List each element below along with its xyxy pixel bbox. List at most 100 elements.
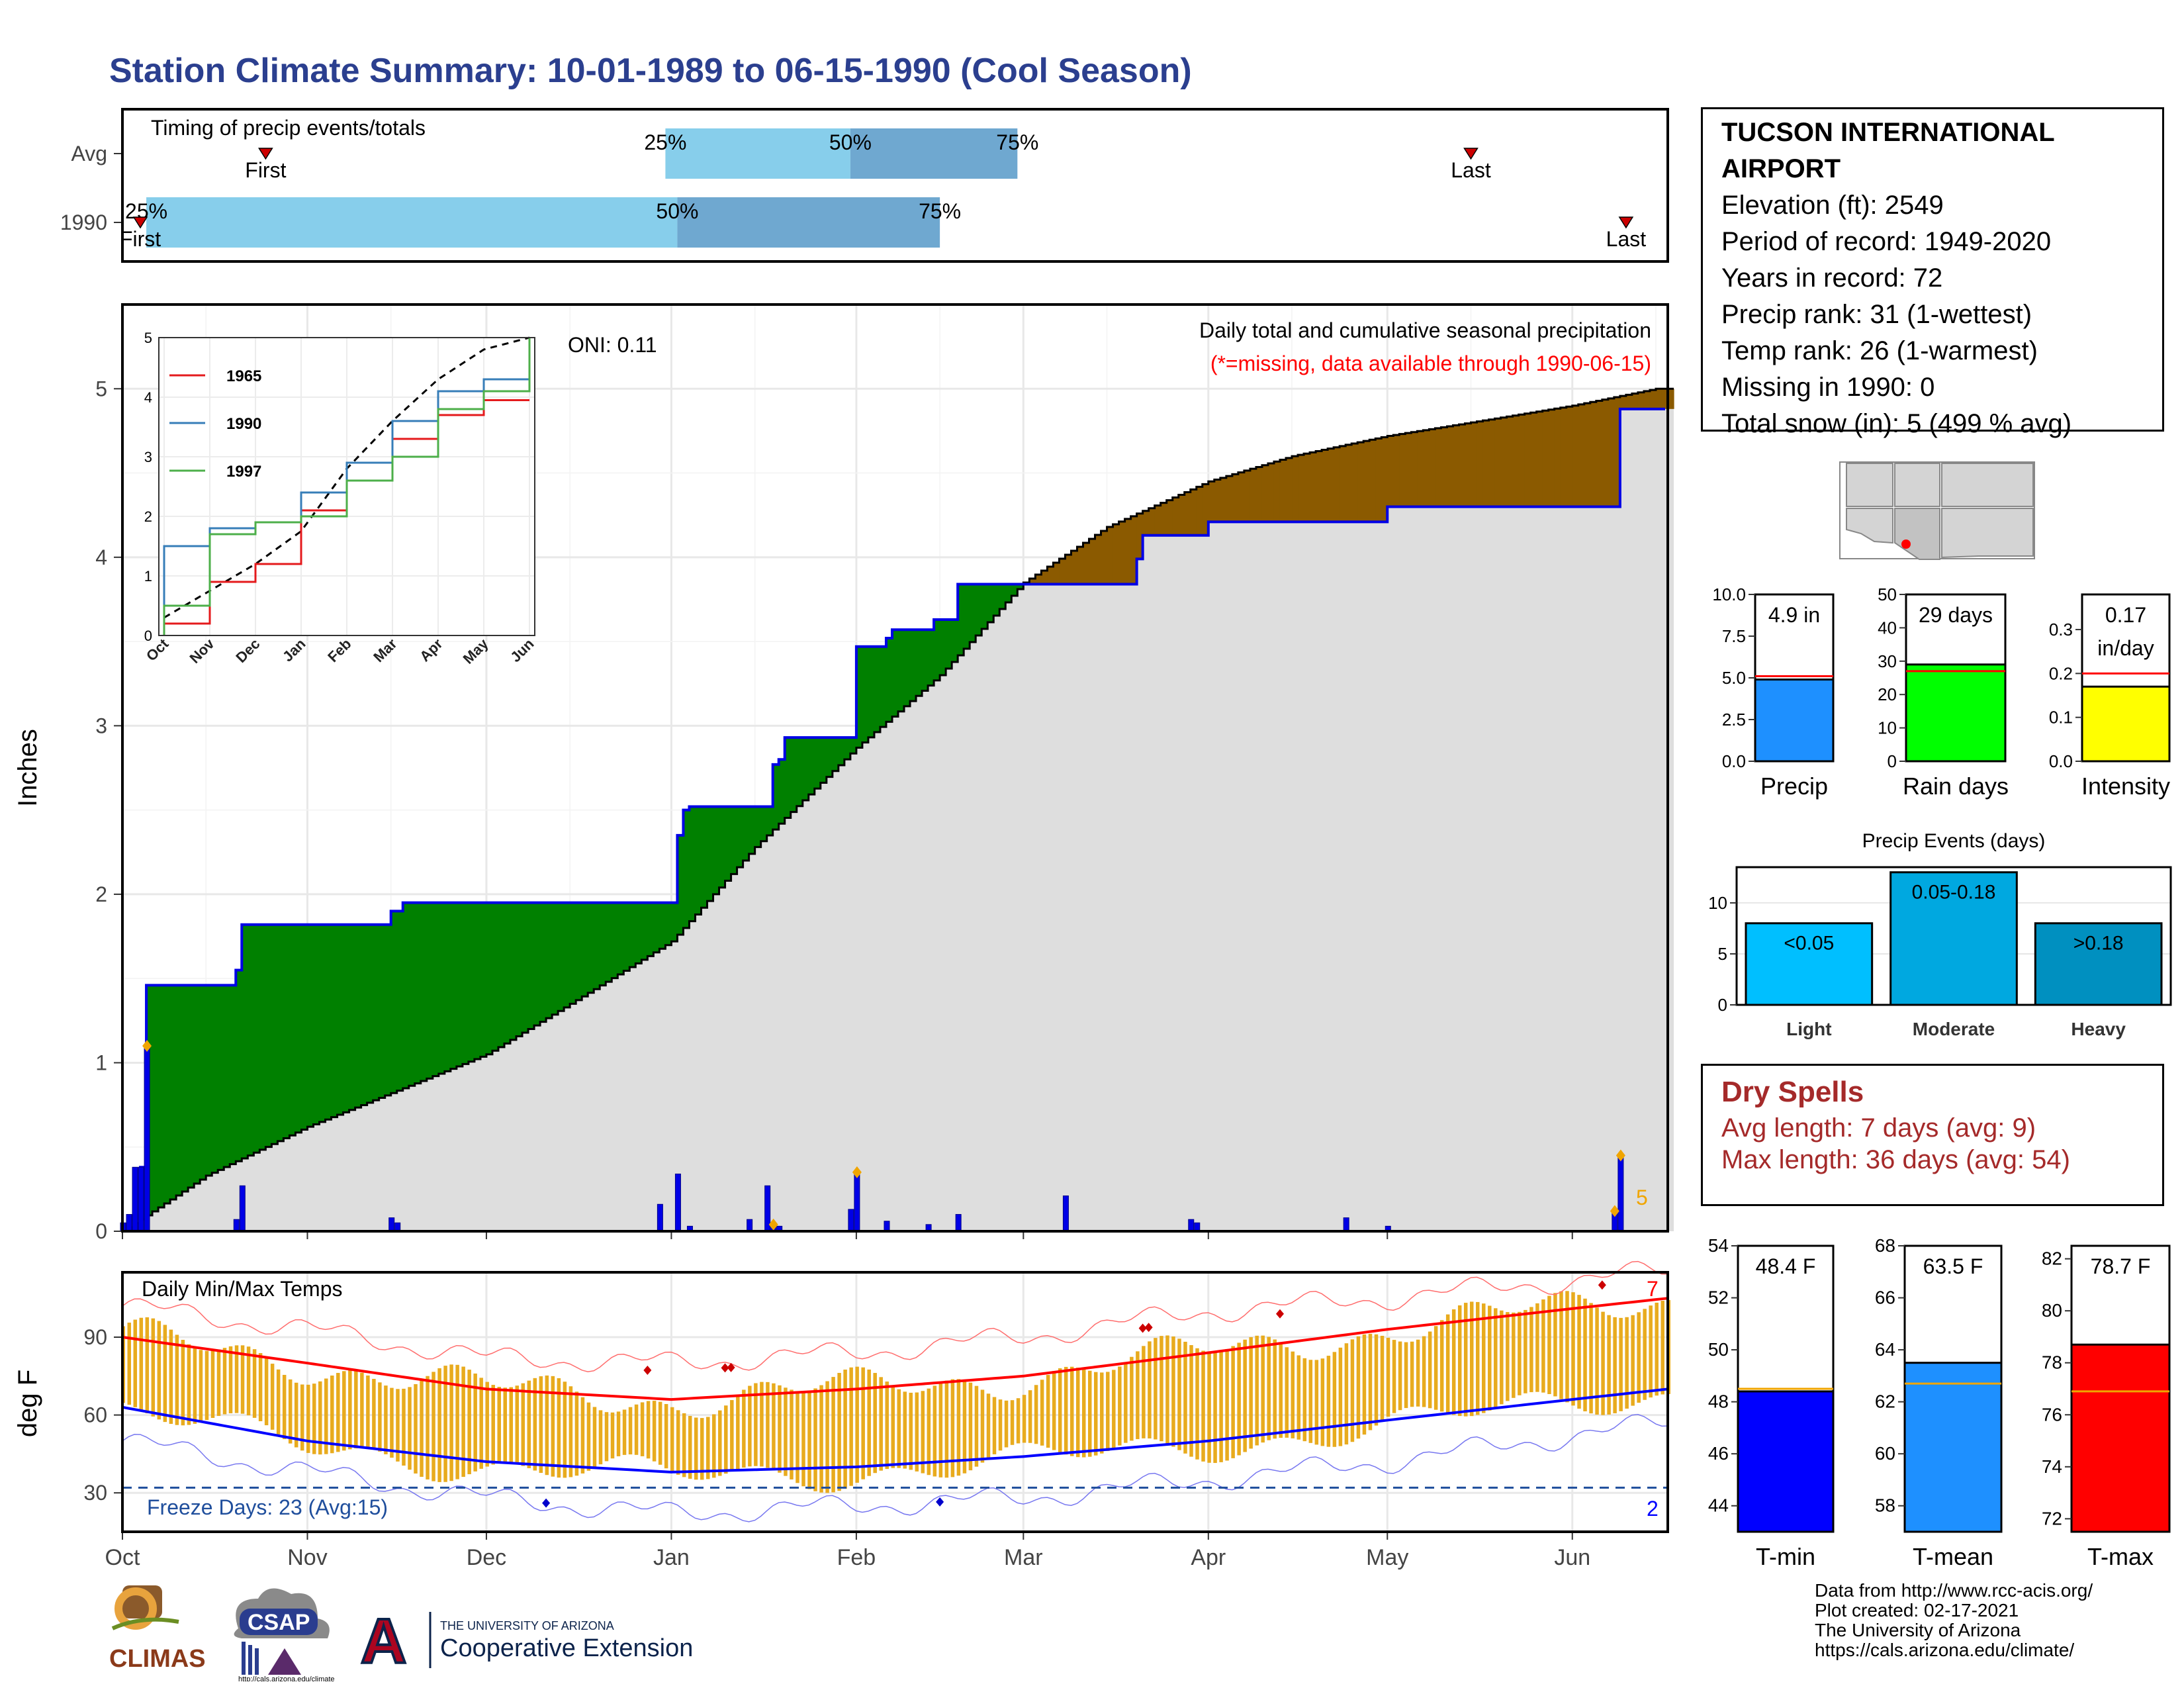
daily-temp-range-bar [1094,1372,1098,1456]
deficit-strip [1417,431,1424,507]
deficit-strip [1602,399,1609,507]
precip-ytick-label: 1 [95,1051,107,1074]
daily-temp-range-bar [1148,1341,1152,1439]
daily-temp-range-bar [580,1397,585,1474]
surplus-strip [301,924,308,1130]
daily-temp-range-bar [473,1373,477,1472]
events-bar-label: 0.05-0.18 [1912,882,1996,904]
daily-temp-range-bar [837,1372,841,1491]
events-bar [2034,922,2163,1006]
mini-chart-ytick-label: 66 [1875,1288,1895,1308]
surplus-strip [993,584,1000,616]
daily-temp-range-bar [1118,1366,1122,1446]
daily-temp-range-bar [360,1372,364,1448]
ua-extension: Cooperative Extension [440,1634,693,1662]
surplus-strip [450,902,457,1069]
daily-temp-range-bar [790,1389,794,1479]
daily-temp-range-bar [497,1387,501,1464]
mini-chart-ytick-label: 78 [2042,1352,2062,1373]
surplus-strip [546,902,553,1019]
surplus-strip [164,985,171,1203]
surplus-strip [504,902,511,1044]
daily-temp-range-bar [1297,1355,1301,1440]
precip-ylabel: Inches [13,729,42,807]
daily-precip-bar [132,1166,138,1232]
daily-temp-range-bar [1213,1352,1217,1464]
university-of-arizona-logo[interactable]: A THE UNIVERSITY OF ARIZONA Cooperative … [359,1605,693,1678]
daily-temp-range-bar [1649,1305,1653,1398]
record-high-marker [1275,1309,1284,1319]
daily-temp-range-bar [718,1410,722,1476]
timing-label-25: 25% [125,199,167,223]
surplus-strip [367,924,374,1103]
deficit-strip [1250,469,1257,522]
surplus-strip [695,806,702,915]
daily-temp-range-bar [1476,1301,1480,1415]
timing-last-marker [1618,216,1634,229]
deficit-strip [1369,440,1376,522]
mini-chart-ytick-label: 46 [1708,1443,1729,1464]
csap-logo[interactable]: CSAP http://cals.arizona.edu/climate [234,1588,335,1681]
inset-xtick-label: Mar [370,635,400,666]
daily-temp-range-bar [1195,1348,1199,1460]
daily-temp-range-bar [1189,1345,1193,1457]
surplus-strip [659,902,666,949]
deficit-strip [1172,497,1179,536]
surplus-strip [414,902,422,1084]
daily-temp-range-bar [849,1367,853,1486]
daily-temp-range-bar [1506,1312,1510,1401]
surplus-strip [904,630,911,706]
deficit-strip [1488,419,1496,507]
deficit-strip [1286,457,1293,522]
deficit-strip [1405,433,1412,507]
snow-total-label: 5 [1636,1186,1648,1209]
station-elevation: Elevation (ft): 2549 [1721,191,1944,220]
surplus-strip [558,902,565,1011]
daily-temp-range-bar [796,1391,799,1483]
daily-temp-range-bar [1368,1333,1373,1430]
temp-ytick-label: 30 [83,1481,107,1505]
daily-temp-range-bar [240,1345,245,1414]
precip-annotation: Daily total and cumulative seasonal prec… [1199,318,1651,342]
station-precip-rank: Precip rank: 31 (1-wettest) [1721,300,2032,329]
temp-xtick-label: Jan [653,1545,690,1570]
deficit-strip [1298,455,1304,522]
mini-chart-precip: 0.0 2.5 5.0 7.5 10.0 4.9 in Precip [1712,585,1835,800]
events-category-label: Moderate [1913,1019,1995,1039]
inset-series-1997 [163,338,531,635]
credit-university: The University of Arizona [1815,1620,2021,1640]
mini-chart-ytick-label: 60 [1875,1443,1895,1464]
surplus-strip [510,902,517,1040]
daily-temp-range-bar [992,1397,997,1454]
daily-temp-range-bar [1046,1375,1050,1448]
temp-xtick-label: Jun [1554,1545,1590,1570]
mini-chart-t-min: 44 46 48 50 52 54 48.4 F T-min [1708,1235,1835,1570]
daily-temp-range-bar [151,1318,156,1417]
daily-temp-range-bar [1404,1342,1408,1409]
daily-temp-range-bar [1457,1305,1462,1417]
timing-label-50: 50% [829,130,872,154]
mini-chart-ytick-label: 48 [1708,1391,1729,1412]
surplus-strip [677,835,684,935]
surplus-strip [343,924,350,1113]
mini-chart-bar [2070,1343,2171,1533]
inset-ytick-label: 0 [144,628,152,644]
daily-temp-range-bar [1392,1340,1396,1413]
daily-temp-range-bar [1625,1317,1629,1409]
deficit-strip [1608,398,1615,507]
record-high-marker [643,1365,652,1375]
daily-temp-range-bar [652,1401,657,1462]
deficit-strip [1083,543,1090,585]
climas-logo[interactable]: CLIMAS [109,1585,206,1673]
daily-temp-range-bar [300,1384,304,1451]
deficit-strip [1459,424,1466,507]
deficit-strip [1304,453,1310,522]
surplus-strip [784,737,792,818]
daily-temp-range-bar [730,1400,734,1472]
daily-temp-range-bar [1529,1307,1533,1393]
deficit-strip [1453,425,1460,507]
daily-temp-range-bar [181,1340,185,1426]
mini-chart-ytick-label: 0.3 [2049,620,2073,639]
daily-temp-range-bar [938,1383,943,1477]
freeze-days-label: Freeze Days: 23 (Avg:15) [147,1495,388,1519]
